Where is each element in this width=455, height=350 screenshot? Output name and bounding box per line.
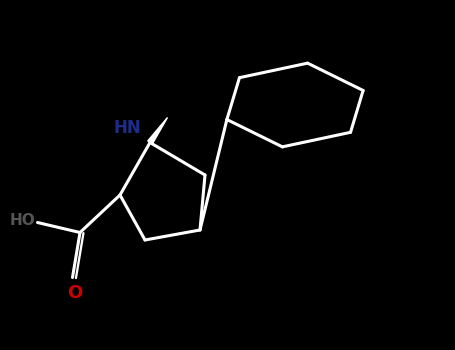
- Text: HO: HO: [9, 212, 35, 228]
- Text: O: O: [67, 284, 83, 301]
- Text: HN: HN: [114, 119, 142, 138]
- Polygon shape: [148, 118, 167, 144]
